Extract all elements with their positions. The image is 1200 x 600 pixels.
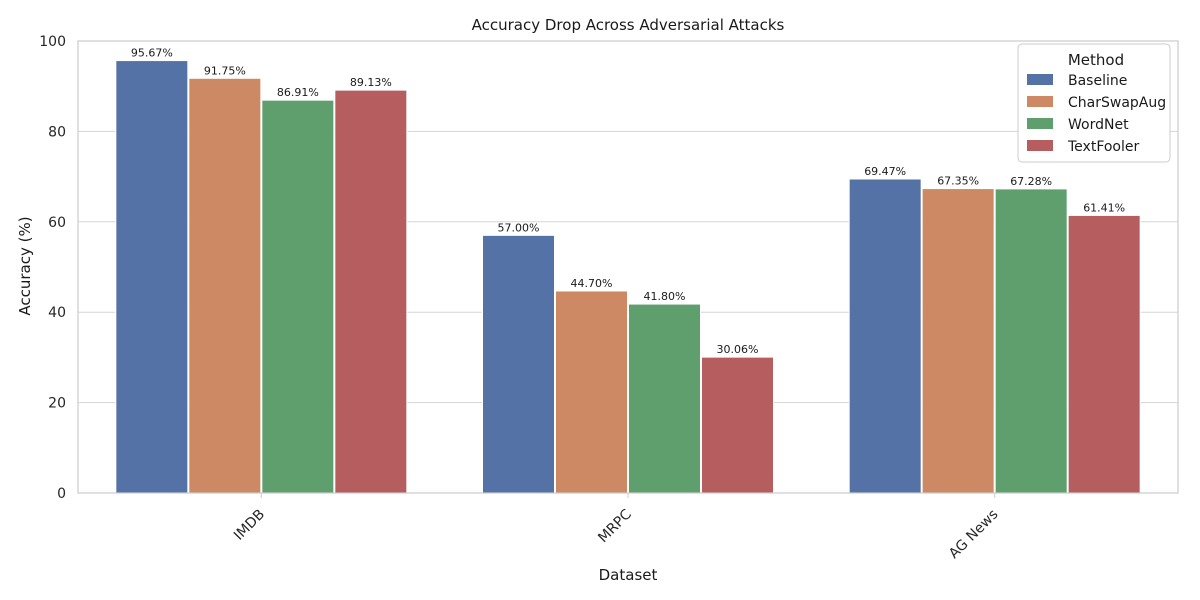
x-axis-label: Dataset xyxy=(599,566,658,584)
data-label: 61.41% xyxy=(1083,201,1125,214)
data-label: 57.00% xyxy=(498,221,540,234)
data-label: 41.80% xyxy=(644,290,686,303)
legend-label: WordNet xyxy=(1068,117,1129,133)
y-ticks: 0 20 40 60 80 100 xyxy=(39,34,66,502)
legend-swatch xyxy=(1027,96,1053,107)
data-label: 86.91% xyxy=(277,86,319,99)
bar-baseline-imdb xyxy=(115,60,189,494)
y-tick-label: 60 xyxy=(48,215,66,231)
y-tick-label: 20 xyxy=(48,396,66,412)
legend-swatch xyxy=(1027,74,1053,85)
y-tick-label: 40 xyxy=(48,305,66,321)
bar-textfooler-ag-news xyxy=(1067,214,1141,494)
legend-label: CharSwapAug xyxy=(1068,95,1166,111)
y-tick-label: 0 xyxy=(57,486,66,502)
data-label: 30.06% xyxy=(717,343,759,356)
legend-items: Baseline CharSwapAug WordNet TextFooler xyxy=(1027,73,1166,155)
data-label: 91.75% xyxy=(204,64,246,77)
legend-title: Method xyxy=(1068,51,1124,69)
legend-swatch xyxy=(1027,118,1053,129)
bar-charswapaug-imdb xyxy=(188,77,262,494)
y-tick-label: 100 xyxy=(39,34,66,50)
x-tick-label: IMDB xyxy=(231,507,268,544)
bar-wordnet-imdb xyxy=(261,99,335,494)
chart-title: Accuracy Drop Across Adversarial Attacks xyxy=(472,16,785,34)
bar-charswapaug-ag-news xyxy=(921,188,995,494)
x-ticks: IMDB MRPC AG News xyxy=(231,493,1001,562)
legend-box xyxy=(1017,43,1171,163)
legend: Method Baseline CharSwapAug WordNet TextFoo… xyxy=(1017,43,1171,163)
data-label: 67.35% xyxy=(937,175,979,188)
y-tick-label: 80 xyxy=(48,124,66,140)
legend-swatch xyxy=(1027,140,1053,151)
data-label: 89.13% xyxy=(350,76,392,89)
data-label: 95.67% xyxy=(131,47,173,60)
bar-baseline-mrpc xyxy=(482,234,555,494)
legend-label: Baseline xyxy=(1068,73,1127,89)
bar-textfooler-imdb xyxy=(334,89,408,494)
data-label: 44.70% xyxy=(571,277,613,290)
bar-wordnet-ag-news xyxy=(994,188,1068,494)
x-tick-label: MRPC xyxy=(595,506,635,546)
bar-baseline-ag-news xyxy=(848,178,922,494)
data-label: 67.28% xyxy=(1010,175,1052,188)
bar-charswapaug-mrpc xyxy=(555,290,628,494)
bar-textfooler-mrpc xyxy=(701,356,774,494)
y-axis-label: Accuracy (%) xyxy=(16,216,34,315)
bars xyxy=(115,60,1141,494)
legend-label: TextFooler xyxy=(1067,139,1140,155)
data-label: 69.47% xyxy=(864,165,906,178)
x-tick-label: AG News xyxy=(946,507,1001,562)
data-labels: 95.67% 91.75% 86.91% 89.13% 57.00% 44.70% 41.8… xyxy=(131,47,1125,357)
bar-wordnet-mrpc xyxy=(628,303,701,494)
